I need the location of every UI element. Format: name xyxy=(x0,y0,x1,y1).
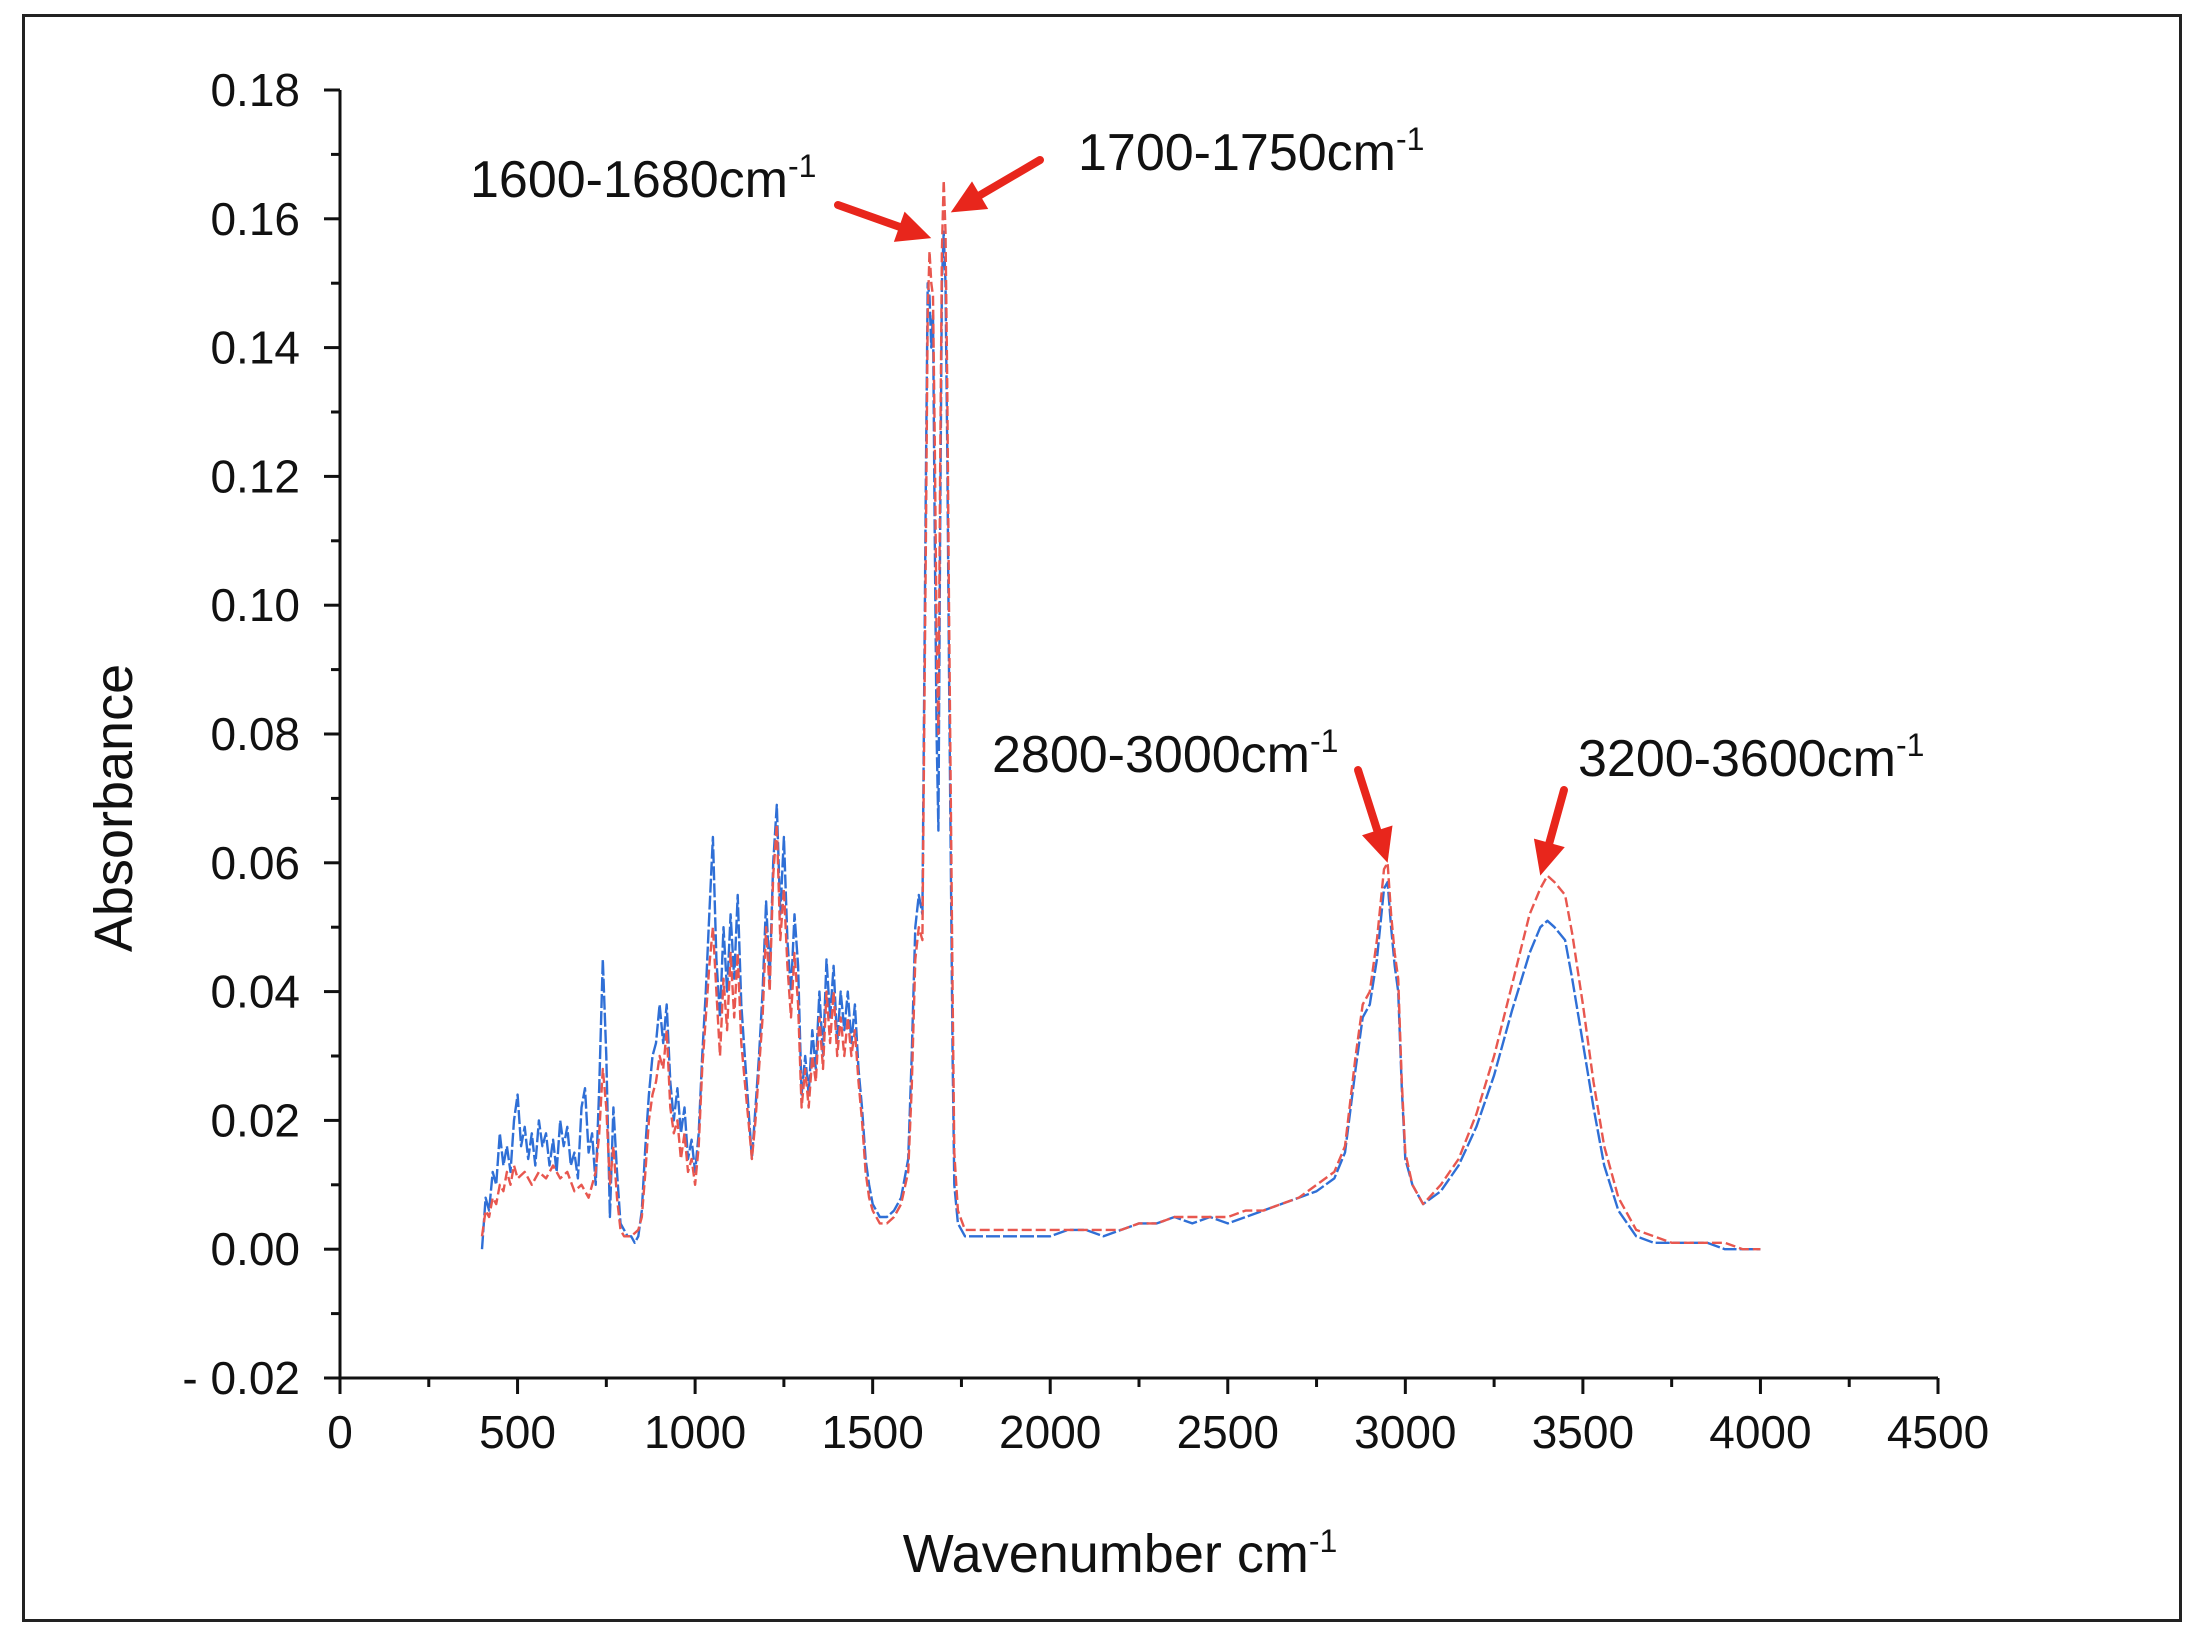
x-tick-label: 0 xyxy=(327,1406,353,1458)
x-tick-label: 3000 xyxy=(1354,1406,1456,1458)
x-tick-label: 4000 xyxy=(1709,1406,1811,1458)
annotation-label: 1700-1750cm-1 xyxy=(1078,121,1424,182)
chart-frame xyxy=(22,14,2182,1622)
x-axis-title-text: Wavenumber cm xyxy=(903,1524,1309,1584)
annotation-arrow xyxy=(1543,786,1568,854)
annotation-arrow xyxy=(970,156,1044,203)
x-tick-label: 1500 xyxy=(821,1406,923,1458)
annotation-label: 2800-3000cm-1 xyxy=(992,723,1338,784)
x-tick-label: 2500 xyxy=(1177,1406,1279,1458)
annotation-arrowhead xyxy=(1533,838,1565,876)
y-tick-label: 0.08 xyxy=(210,708,300,760)
y-tick-label: 0.12 xyxy=(210,450,300,502)
y-tick-label: 0.06 xyxy=(210,837,300,889)
y-tick-label: 0.14 xyxy=(210,322,300,374)
x-tick-label: 1000 xyxy=(644,1406,746,1458)
annotation-label: 1600-1680cm-1 xyxy=(470,148,816,209)
x-tick-label: 2000 xyxy=(999,1406,1101,1458)
axes: - 0.02 0.00 0.02 0.04 0.06 0.08 0.10 0.12 0.14 0.… xyxy=(182,64,1989,1458)
x-tick-label: 4500 xyxy=(1887,1406,1989,1458)
y-tick-label: 0.04 xyxy=(210,966,300,1018)
annotation-arrow xyxy=(1354,766,1384,841)
y-tick-label: 0.18 xyxy=(210,64,300,116)
series-line-blue xyxy=(480,230,1761,1251)
y-tick-label: 0.16 xyxy=(210,193,300,245)
annotation-arrowhead xyxy=(950,181,989,213)
annotation-label: 3200-3600cm-1 xyxy=(1578,727,1924,788)
x-axis-title-sup: -1 xyxy=(1309,1523,1337,1559)
x-tick-label: 500 xyxy=(479,1406,556,1458)
x-axis-title: Wavenumber cm-1 xyxy=(903,1523,1338,1584)
annotation-arrowhead xyxy=(893,211,932,242)
series-line-red xyxy=(480,179,1761,1251)
y-axis-title: Absorbance xyxy=(84,664,144,952)
annotation-arrow xyxy=(834,201,910,234)
annotations: 1600-1680cm-1 1700-1750cm-1 2800-3000cm-1 3… xyxy=(470,121,1924,876)
y-tick-label: 0.10 xyxy=(210,579,300,631)
y-tick-label: 0.00 xyxy=(210,1223,300,1275)
y-tick-label: 0.02 xyxy=(210,1094,300,1146)
x-tick-label: 3500 xyxy=(1532,1406,1634,1458)
y-tick-label: - 0.02 xyxy=(182,1352,300,1404)
annotation-arrowhead xyxy=(1362,825,1393,863)
series-layer xyxy=(480,179,1761,1251)
